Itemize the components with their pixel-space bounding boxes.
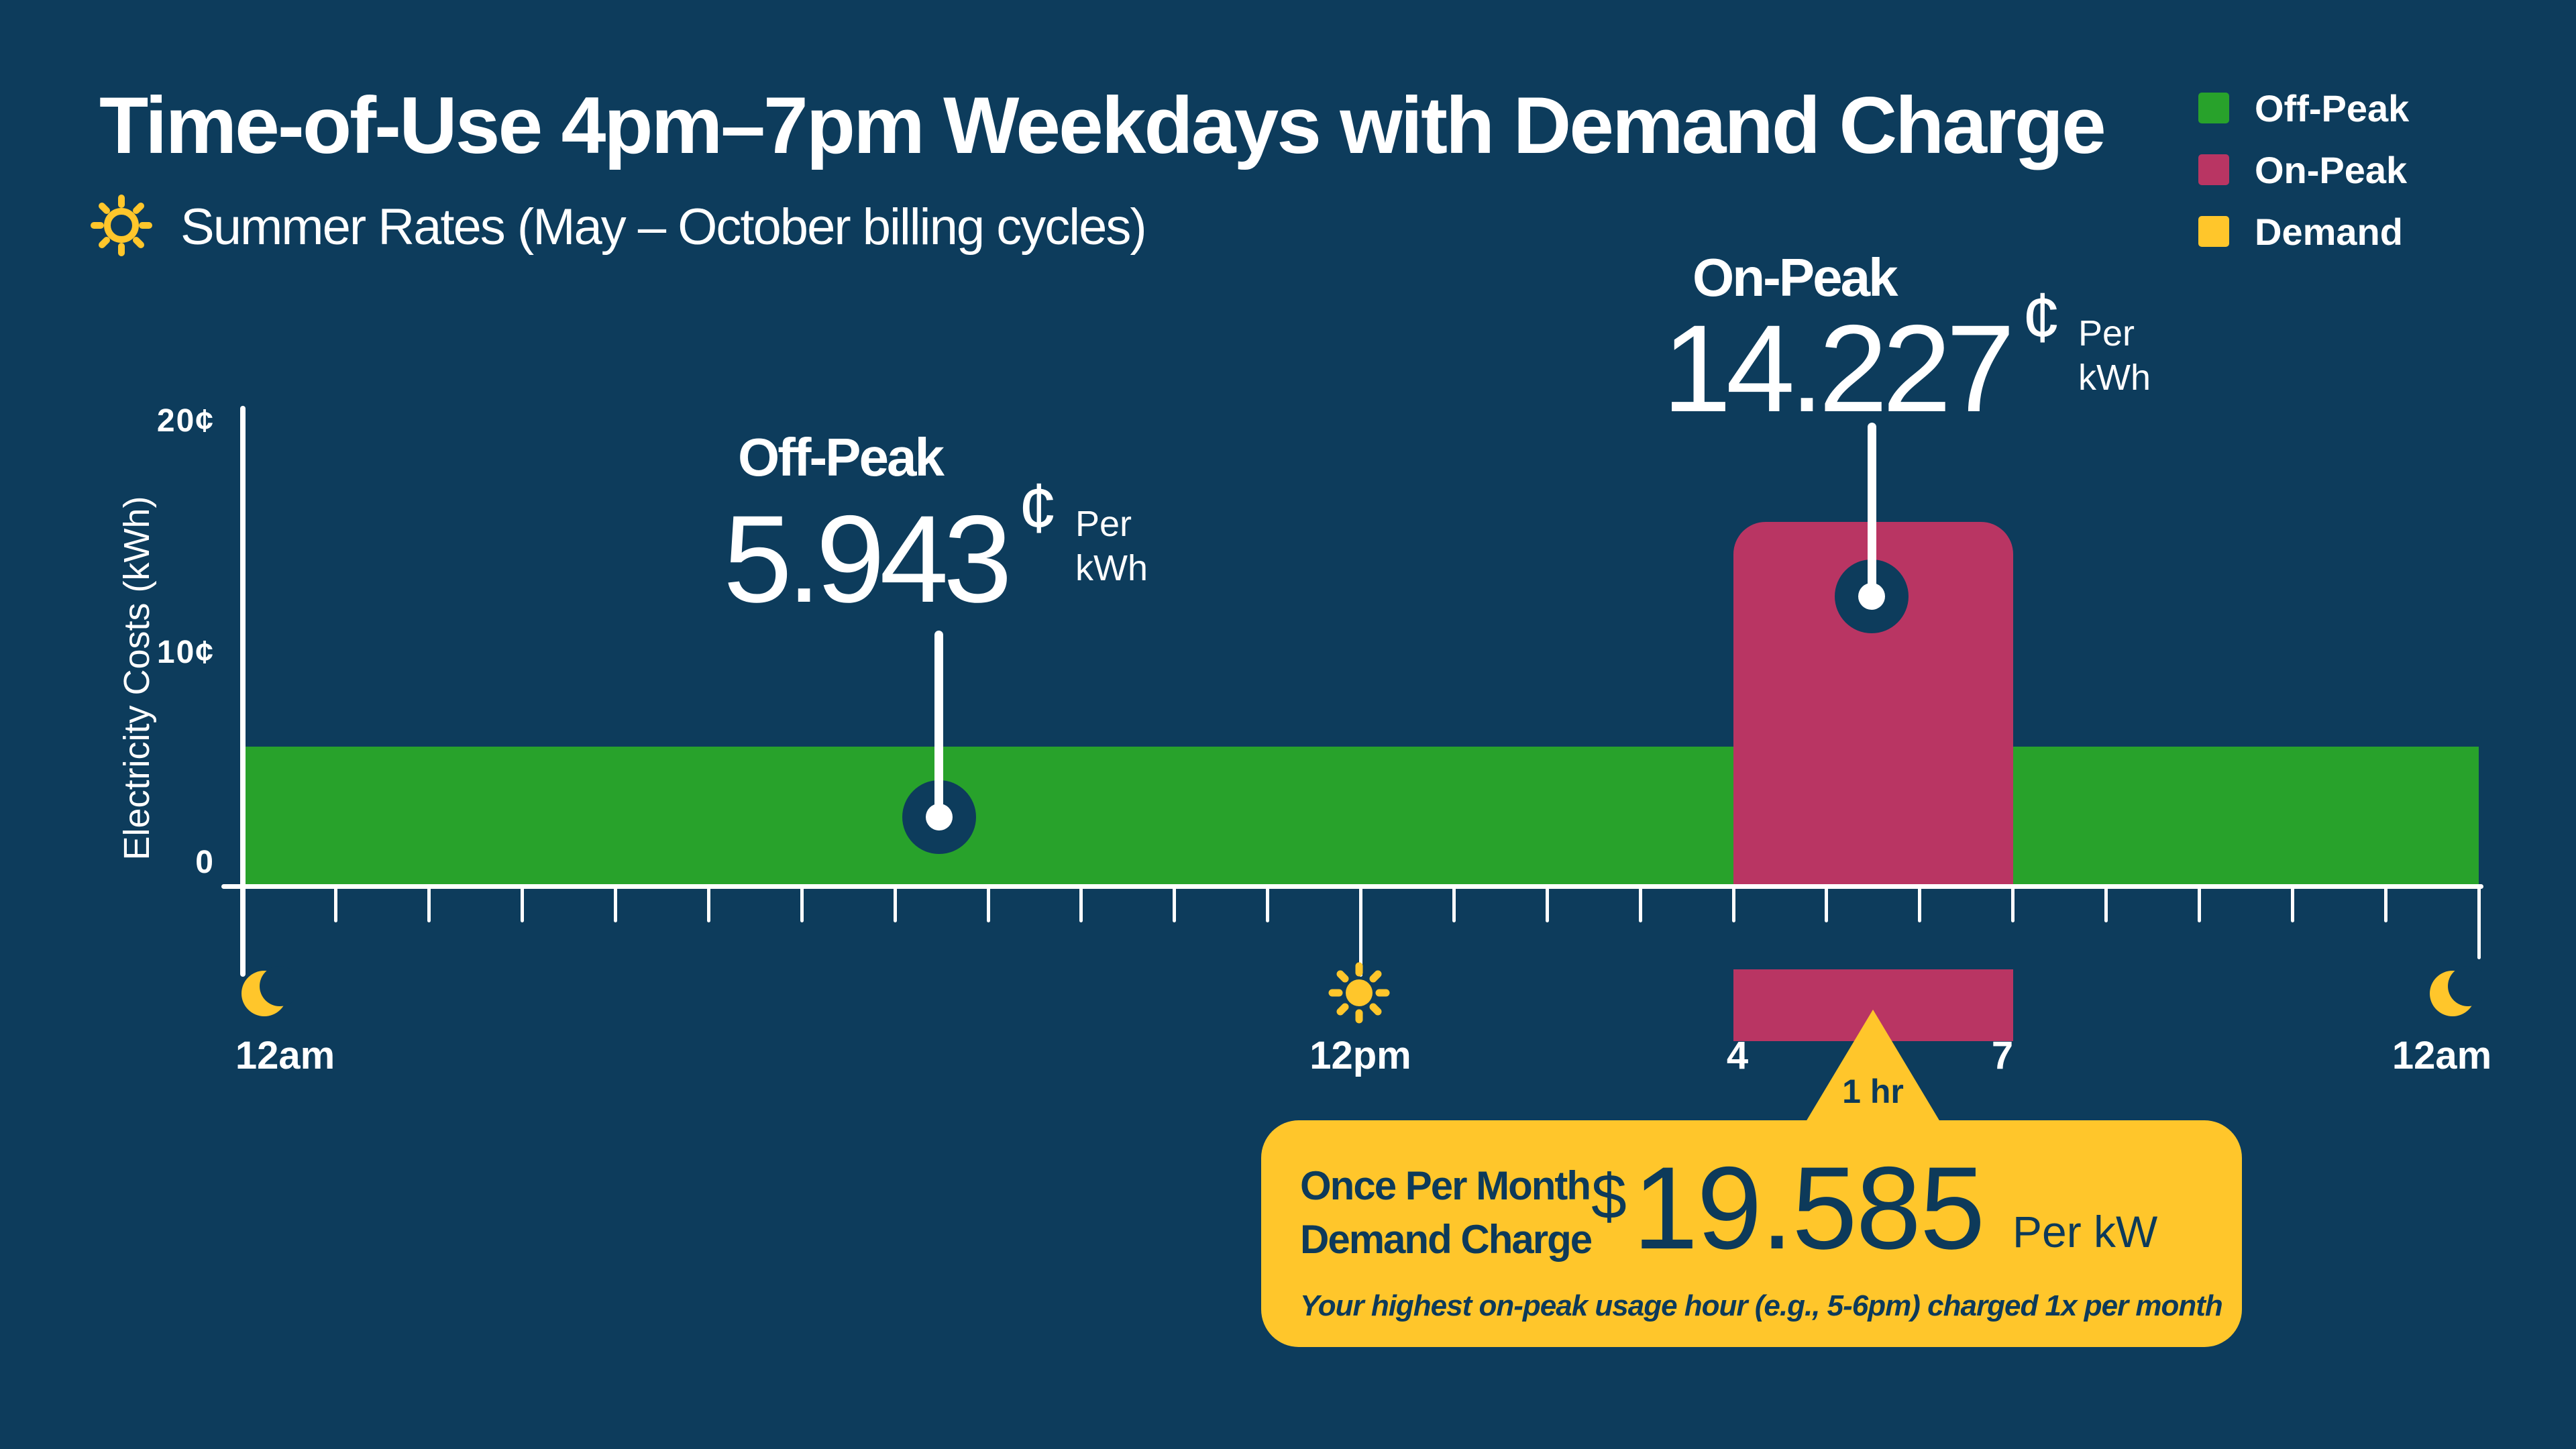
demand-value: 19.585 <box>1633 1143 1985 1274</box>
sun-outline-icon <box>89 193 154 261</box>
legend-label-onpeak: On-Peak <box>2255 148 2408 191</box>
hour-tick <box>1359 885 1362 977</box>
offpeak-per-kwh: Per kWh <box>1075 502 1148 590</box>
x-axis-line <box>221 884 2483 889</box>
onpeak-value: 14.227 <box>1662 300 2015 438</box>
page-subtitle: Summer Rates (May – October billing cycl… <box>180 199 1147 256</box>
hour-tick <box>427 885 431 922</box>
demand-note: Your highest on-peak usage hour (e.g., 5… <box>1300 1289 2223 1322</box>
demand-unit: Per kW <box>2012 1207 2158 1256</box>
x-label-12am-right: 12am <box>2392 1034 2492 1077</box>
hour-tick <box>1825 885 1829 922</box>
offpeak-per: Per <box>1075 504 1132 544</box>
legend-item-demand: Demand <box>2198 211 2409 253</box>
offpeak-bar <box>243 747 2479 884</box>
hour-tick <box>1266 885 1270 922</box>
onpeak-marker-dot <box>1858 583 1885 610</box>
legend-swatch-offpeak <box>2198 93 2229 123</box>
hour-tick <box>2383 885 2387 922</box>
y-tick-10: 10¢ <box>156 635 215 670</box>
demand-callout-box <box>1261 1120 2242 1347</box>
y-axis-title: Electricity Costs (kWh) <box>117 496 157 861</box>
offpeak-cent-symbol: ¢ <box>1018 469 1058 547</box>
legend-item-offpeak: Off-Peak <box>2198 87 2409 129</box>
hour-tick <box>1545 885 1549 922</box>
hour-tick <box>614 885 617 922</box>
hour-tick <box>986 885 990 922</box>
onpeak-label: On-Peak <box>1693 248 1898 307</box>
hour-tick <box>2477 885 2481 959</box>
onpeak-cent-symbol: ¢ <box>2022 278 2061 357</box>
hour-tick <box>1173 885 1177 922</box>
onpeak-connector-line <box>1868 423 1876 601</box>
hour-tick <box>2011 885 2015 922</box>
x-label-12am-left: 12am <box>235 1034 335 1077</box>
hour-tick <box>2290 885 2294 922</box>
x-label-12pm: 12pm <box>1309 1034 1411 1077</box>
y-axis-line <box>240 406 246 977</box>
demand-label-line2: Demand Charge <box>1300 1217 1593 1262</box>
offpeak-unit: kWh <box>1075 548 1148 588</box>
demand-currency-symbol: $ <box>1591 1161 1627 1232</box>
demand-pointer-triangle <box>1798 1010 1948 1135</box>
offpeak-label: Off-Peak <box>738 427 945 487</box>
onpeak-unit: kWh <box>2078 358 2151 398</box>
hour-tick <box>2197 885 2201 922</box>
legend-swatch-onpeak <box>2198 154 2229 185</box>
hour-tick <box>1918 885 1922 922</box>
hour-tick <box>1638 885 1642 922</box>
hour-tick <box>521 885 525 922</box>
offpeak-connector-line <box>934 631 943 822</box>
offpeak-value: 5.943 <box>723 490 1012 629</box>
hour-tick <box>2104 885 2108 922</box>
hour-tick <box>706 885 710 922</box>
page-title: Time-of-Use 4pm–7pm Weekdays with Demand… <box>99 80 2106 170</box>
moon-icon-right <box>2428 966 2488 1023</box>
subtitle-row: Summer Rates (May – October billing cycl… <box>89 193 1147 261</box>
legend-swatch-demand <box>2198 216 2229 247</box>
legend-label-demand: Demand <box>2255 210 2403 253</box>
hour-tick <box>800 885 804 922</box>
demand-duration: 1 hr <box>1842 1073 1904 1110</box>
hour-tick <box>893 885 897 922</box>
moon-icon-left <box>240 966 300 1023</box>
hour-tick <box>1452 885 1456 922</box>
legend-label-offpeak: Off-Peak <box>2255 87 2410 129</box>
hour-tick <box>334 885 338 922</box>
demand-label: Once Per Month Demand Charge <box>1300 1159 1593 1267</box>
hour-tick <box>1731 885 1735 922</box>
y-tick-0: 0 <box>195 845 215 880</box>
sun-icon-noon <box>1327 961 1391 1028</box>
demand-label-line1: Once Per Month <box>1300 1163 1591 1208</box>
onpeak-per-kwh: Per kWh <box>2078 311 2151 400</box>
legend: Off-Peak On-Peak Demand <box>2198 87 2409 278</box>
hour-tick <box>1079 885 1083 922</box>
legend-item-onpeak: On-Peak <box>2198 149 2409 191</box>
onpeak-per: Per <box>2078 313 2135 354</box>
y-tick-20: 20¢ <box>156 403 215 439</box>
offpeak-marker-dot <box>926 804 953 830</box>
